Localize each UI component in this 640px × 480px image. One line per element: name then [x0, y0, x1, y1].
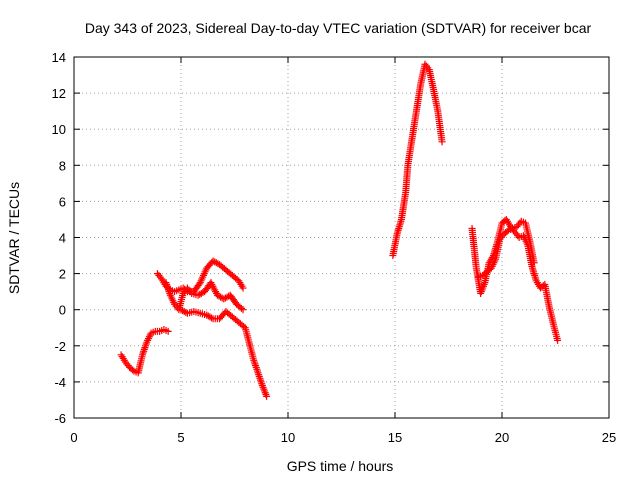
data-point [252, 362, 260, 370]
y-axis-label: SDTVAR / TECUs [6, 182, 22, 294]
y-tick-label: 8 [59, 158, 66, 173]
x-tick-label: 0 [70, 430, 77, 445]
data-point [128, 366, 136, 374]
x-tick-label: 25 [602, 430, 616, 445]
data-point [207, 314, 215, 322]
data-point [251, 360, 259, 368]
data-point [263, 392, 271, 400]
data-point [530, 259, 538, 267]
data-point [255, 372, 263, 380]
axis-ticks [73, 56, 610, 419]
data-point [554, 336, 562, 344]
x-tick-label: 10 [281, 430, 295, 445]
y-tick-label: 12 [52, 86, 66, 101]
data-point [250, 358, 258, 366]
data-point [503, 227, 511, 235]
data-point [180, 308, 188, 316]
y-tick-label: -6 [54, 411, 66, 426]
data-point [140, 347, 148, 355]
y-tick-label: 4 [59, 231, 66, 246]
data-point [141, 344, 149, 352]
y-tick-label: 14 [52, 50, 66, 65]
data-point [197, 289, 205, 297]
data-series-2 [153, 257, 247, 296]
data-point [253, 365, 261, 373]
y-tick-label: 0 [59, 303, 66, 318]
data-point [140, 345, 148, 353]
data-point [253, 367, 261, 375]
y-tick-label: 2 [59, 267, 66, 282]
data-series-3 [162, 279, 247, 314]
data-point [217, 293, 225, 301]
y-tick-label: 6 [59, 194, 66, 209]
x-axis-label: GPS time / hours [287, 458, 394, 474]
data-point [239, 284, 247, 292]
data-points [117, 60, 562, 400]
data-point [237, 304, 245, 312]
data-point [255, 371, 263, 379]
data-point [139, 349, 147, 357]
data-point [254, 369, 262, 377]
data-point [256, 374, 264, 382]
data-series-6 [468, 215, 562, 344]
chart-title: Day 343 of 2023, Sidereal Day-to-day VTE… [85, 20, 592, 36]
data-point [212, 259, 220, 267]
data-series-7 [474, 217, 538, 281]
data-series-5 [389, 60, 446, 260]
x-tick-label: 15 [388, 430, 402, 445]
data-point [256, 376, 264, 384]
x-tick-label: 20 [495, 430, 509, 445]
y-tick-label: 10 [52, 122, 66, 137]
y-tick-labels: -6 -4 -2 0 2 4 6 8 10 12 14 [52, 50, 66, 426]
data-point [239, 306, 247, 314]
data-series-1 [117, 326, 172, 377]
y-tick-label: -2 [54, 339, 66, 354]
y-tick-label: -4 [54, 375, 66, 390]
x-tick-label: 5 [177, 430, 184, 445]
data-point [164, 327, 172, 335]
data-series-4 [177, 306, 271, 400]
data-point [438, 138, 446, 146]
x-tick-labels: 0 5 10 15 20 25 [70, 430, 616, 445]
data-point [252, 363, 260, 371]
